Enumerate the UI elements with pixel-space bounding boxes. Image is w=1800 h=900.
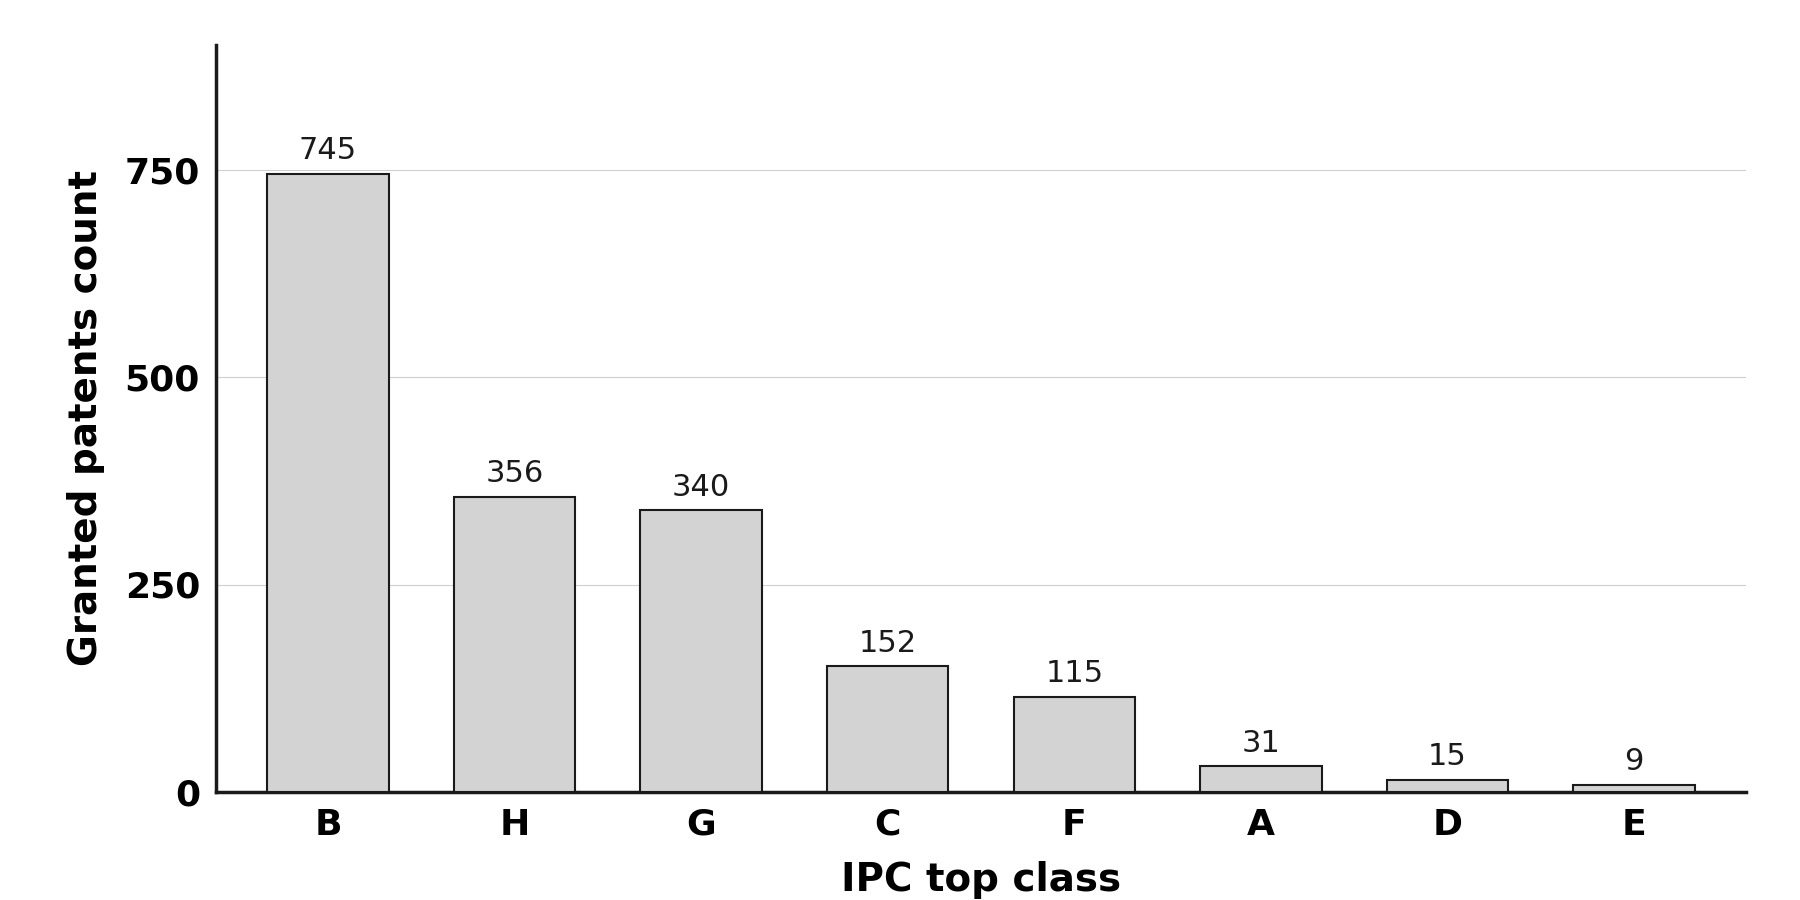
Text: 340: 340 [671, 472, 731, 501]
Text: 15: 15 [1427, 742, 1467, 771]
Text: 152: 152 [859, 628, 916, 658]
Bar [1013, 697, 1136, 792]
Y-axis label: Granted patents count: Granted patents count [67, 170, 104, 667]
Bar [641, 509, 761, 792]
Bar [826, 666, 949, 792]
Bar [1573, 785, 1694, 792]
Text: 115: 115 [1046, 659, 1103, 688]
Text: 9: 9 [1624, 747, 1643, 776]
Bar [268, 174, 389, 792]
Text: 356: 356 [486, 459, 544, 488]
Bar [454, 497, 576, 792]
Text: 745: 745 [299, 137, 356, 166]
Bar [1386, 779, 1508, 792]
Bar [1201, 766, 1321, 792]
X-axis label: IPC top class: IPC top class [841, 861, 1121, 899]
Text: 31: 31 [1242, 729, 1280, 758]
